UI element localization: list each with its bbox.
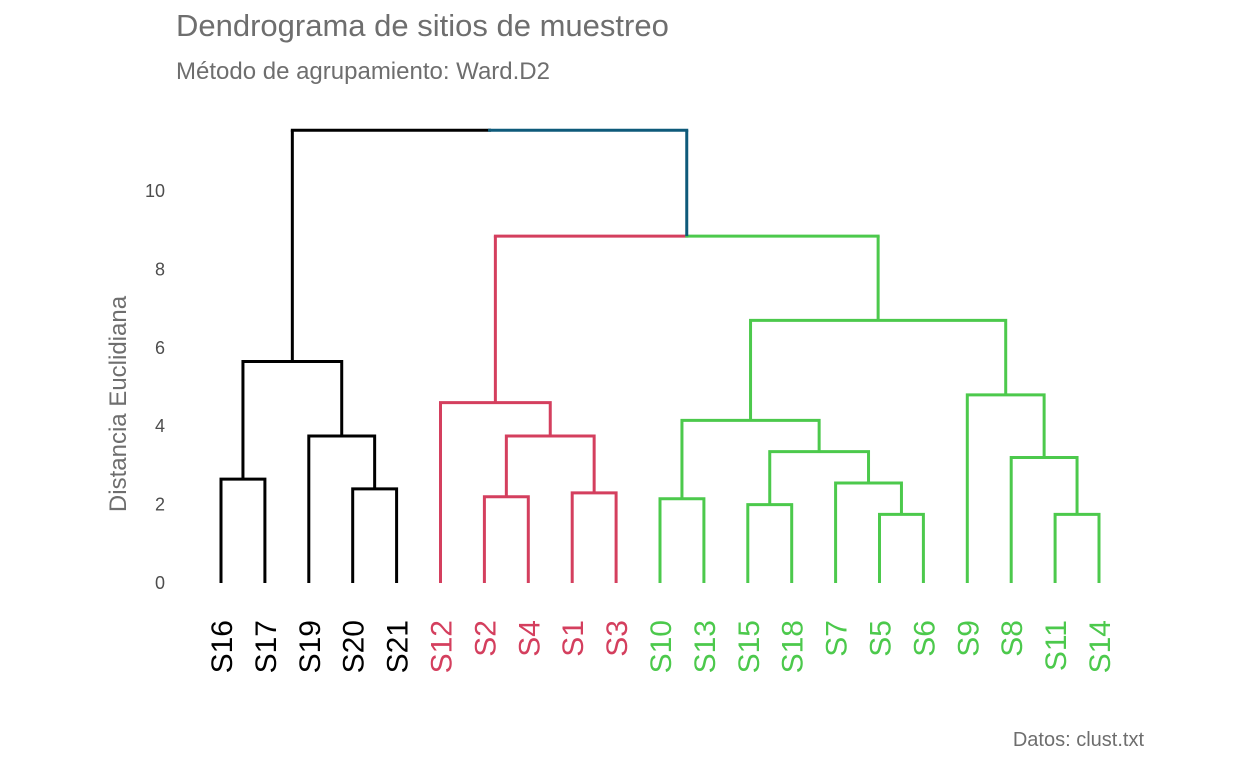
dendrogram-branch: [482, 495, 530, 583]
dendrogram-branch: [307, 434, 377, 583]
y-axis-label: Distancia Euclidiana: [105, 295, 132, 512]
leaf-label: S18: [777, 620, 810, 673]
leaf-label: S17: [250, 620, 283, 673]
y-tick-label: 10: [145, 181, 165, 201]
leaf-label: S11: [1040, 620, 1073, 671]
chart-title: Dendrograma de sitios de muestreo: [176, 8, 669, 43]
leaf-label: S7: [821, 620, 854, 657]
leaf-label: S21: [382, 620, 415, 673]
leaf-label: S19: [294, 620, 327, 673]
y-tick-label: 8: [155, 259, 165, 279]
dendrogram-branch: [658, 497, 706, 583]
y-tick-label: 4: [155, 416, 165, 436]
dendrogram-branch: [680, 418, 821, 499]
dendrogram-branch: [965, 393, 1046, 583]
leaf-label: S4: [513, 620, 546, 657]
leaf-label: S15: [733, 620, 766, 673]
dendrogram-branch: [834, 481, 903, 583]
leaf-label: S2: [469, 620, 502, 657]
leaf-label: S10: [645, 620, 678, 673]
y-tick-label: 6: [155, 338, 165, 358]
dendrogram-branch: [746, 503, 794, 583]
dendrogram-branch: [219, 477, 267, 583]
dendrogram-branch: [570, 491, 618, 583]
leaf-label: S20: [338, 620, 371, 673]
leaf-label: S14: [1084, 620, 1117, 673]
dendrogram-branch: [241, 360, 344, 480]
dendrogram-branch: [439, 401, 552, 583]
dendrogram-branch: [351, 487, 399, 583]
leaf-label: S3: [601, 620, 634, 657]
leaf-label: S16: [206, 620, 239, 673]
leaf-label: S8: [996, 620, 1029, 657]
leaf-label: S6: [908, 620, 941, 657]
dendrogram-branch: [1053, 512, 1101, 583]
y-tick-label: 0: [155, 573, 165, 593]
chart-subtitle: Método de agrupamiento: Ward.D2: [176, 58, 550, 85]
dendrogram-branch: [768, 450, 871, 505]
leaf-label: S9: [952, 620, 985, 657]
chart-caption: Datos: clust.txt: [1012, 729, 1144, 751]
dendrogram-branch: [878, 512, 925, 583]
leaf-label: S5: [865, 620, 898, 657]
y-tick-label: 2: [155, 495, 165, 515]
dendrogram-branch: [504, 434, 596, 497]
dendrogram-branch: [1009, 456, 1079, 583]
leaf-label: S12: [426, 620, 459, 673]
leaf-label: S13: [689, 620, 722, 673]
leaf-label: S1: [557, 620, 590, 657]
